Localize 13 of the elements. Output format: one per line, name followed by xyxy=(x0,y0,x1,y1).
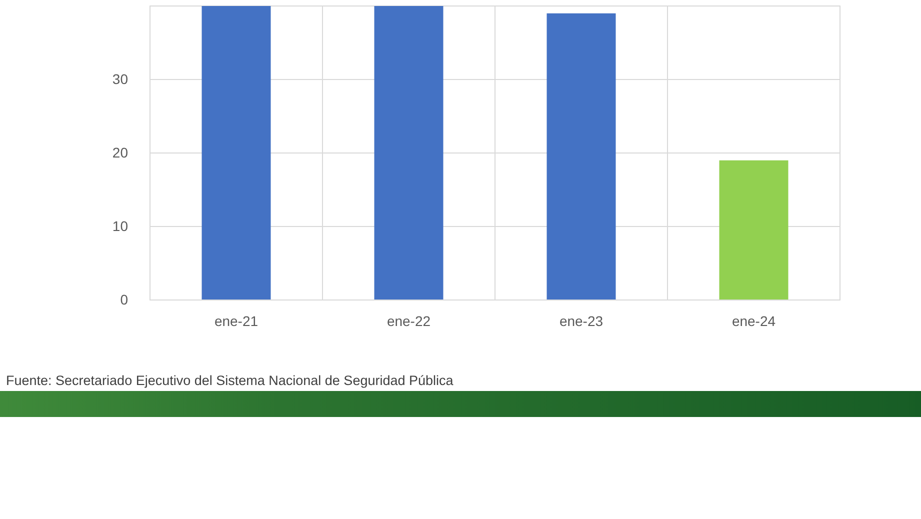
y-tick-label: 20 xyxy=(112,144,128,160)
x-tick-label: ene-21 xyxy=(214,312,258,329)
y-tick-label: 30 xyxy=(112,70,128,87)
x-tick-label: ene-23 xyxy=(559,312,604,329)
x-tick-label: ene-22 xyxy=(386,312,431,329)
bar xyxy=(202,6,271,300)
y-tick-label: 0 xyxy=(120,291,128,308)
bar xyxy=(719,160,788,300)
bar xyxy=(374,6,444,300)
bar xyxy=(546,13,616,300)
y-tick-label: 10 xyxy=(112,218,128,234)
x-tick-label: ene-24 xyxy=(732,312,776,329)
source-note: Fuente: Secretariado Ejecutivo del Sistema Nacional de Seguridad Pública xyxy=(6,373,454,388)
